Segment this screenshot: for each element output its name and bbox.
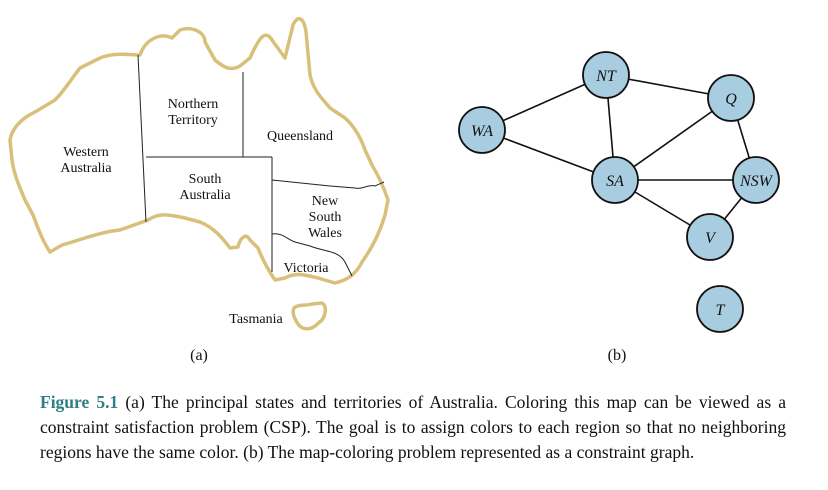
node-nsw: NSW (732, 156, 780, 204)
node-circle (686, 213, 734, 261)
node-q: Q (707, 74, 755, 122)
node-label: NT (595, 68, 617, 85)
region-label-line: New (312, 194, 339, 209)
node-label: T (716, 302, 726, 319)
panel-b-label: (b) (608, 347, 627, 364)
region-label-wa: Western Australia (60, 145, 112, 176)
node-label: SA (606, 173, 624, 190)
node-circle (582, 51, 630, 99)
constraint-graph: NT Q WA SA NSW V T (b) (458, 51, 780, 364)
figure-number: Figure 5.1 (40, 392, 119, 412)
region-label-v: Victoria (283, 261, 329, 276)
region-label-nsw: New South Wales (308, 194, 342, 241)
border-q-nsw (271, 179, 385, 189)
node-circle (458, 106, 506, 154)
node-t: T (696, 285, 744, 333)
region-label-line: Wales (308, 226, 342, 241)
region-label-line: Tasmania (229, 312, 283, 327)
border-nsw-v (271, 233, 353, 277)
region-label-line: Western (63, 145, 109, 160)
region-label-nt: Northern Territory (168, 97, 219, 128)
border-wa (137, 54, 147, 223)
node-circle (591, 156, 639, 204)
node-circle (696, 285, 744, 333)
region-label-t: Tasmania (229, 312, 283, 327)
region-label-line: Australia (60, 161, 112, 176)
tasmania-outline (291, 301, 328, 331)
caption-text: (a) The principal states and territories… (40, 392, 786, 462)
state-borders (137, 54, 385, 277)
region-label-sa: South Australia (179, 172, 231, 203)
region-label-line: South (189, 172, 222, 187)
region-label-line: Territory (168, 113, 218, 128)
region-label-line: Australia (179, 188, 231, 203)
region-label-line: Victoria (283, 261, 329, 276)
figure-caption: Figure 5.1 (a) The principal states and … (40, 390, 786, 465)
node-label: NSW (739, 173, 774, 190)
region-label-line: South (309, 210, 342, 225)
node-circle (707, 74, 755, 122)
panel-a-label: (a) (190, 347, 208, 364)
graph-nodes: NT Q WA SA NSW V T (458, 51, 780, 333)
mainland-outline (8, 16, 390, 285)
node-circle (732, 156, 780, 204)
node-nt: NT (582, 51, 630, 99)
region-label-q: Queensland (267, 129, 333, 144)
node-label: V (705, 230, 717, 247)
node-label: WA (471, 123, 493, 140)
node-wa: WA (458, 106, 506, 154)
node-label: Q (725, 91, 737, 108)
node-v: V (686, 213, 734, 261)
region-label-line: Queensland (267, 129, 333, 144)
node-sa: SA (591, 156, 639, 204)
region-label-line: Northern (168, 97, 219, 112)
